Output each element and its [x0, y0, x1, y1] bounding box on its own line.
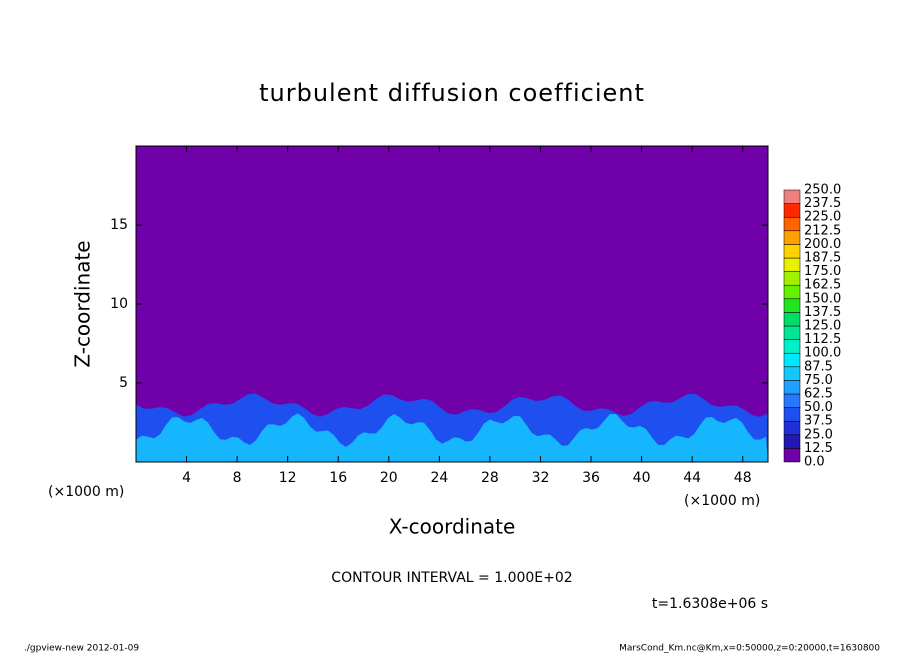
colorbar-label: 237.5	[804, 196, 841, 211]
colorbar-segment	[783, 407, 801, 422]
x-tick-label: 44	[683, 470, 701, 486]
colorbar-label: 225.0	[804, 210, 841, 225]
colorbar-label: 75.0	[804, 373, 833, 388]
colorbar-label: 125.0	[804, 319, 841, 334]
colorbar-label: 25.0	[804, 427, 833, 442]
x-tick-label: 20	[380, 470, 398, 486]
x-tick-label: 36	[582, 470, 600, 486]
colorbar-segment	[783, 325, 801, 340]
time-label: t=1.6308e+06 s	[652, 596, 768, 612]
colorbar-label: 100.0	[804, 346, 841, 361]
colorbar-label: 250.0	[804, 183, 841, 198]
x-tick-label: 16	[329, 470, 347, 486]
colorbar-segment	[783, 434, 801, 449]
x-axis-label: X-coordinate	[389, 515, 516, 539]
colorbar-segment	[783, 448, 801, 463]
colorbar-segment	[783, 352, 801, 368]
colorbar-label: 37.5	[804, 414, 833, 429]
chart-title: turbulent diffusion coefficient	[259, 79, 645, 107]
colorbar-segment	[783, 380, 801, 395]
colorbar-label: 112.5	[804, 332, 841, 347]
y-axis-label: Z-coordinate	[71, 240, 95, 367]
colorbar-segment	[783, 189, 801, 204]
colorbar-label: 12.5	[804, 441, 833, 456]
colorbar-segment	[783, 271, 801, 286]
footer-left: ./gpview-new 2012-01-09	[24, 644, 139, 654]
colorbar-segment	[783, 393, 801, 408]
colorbar-label: 137.5	[804, 305, 841, 320]
colorbar-segment	[783, 420, 801, 436]
colorbar-segment	[783, 203, 801, 218]
colorbar-label: 212.5	[804, 223, 841, 238]
colorbar-label: 62.5	[804, 387, 833, 402]
field-pattern	[136, 413, 768, 462]
x-tick-label: 32	[532, 470, 550, 486]
x-tick-label: 12	[279, 470, 297, 486]
x-tick-label: 40	[633, 470, 651, 486]
x-unit-label: (×1000 m)	[48, 484, 124, 500]
colorbar-segment	[783, 244, 801, 259]
y-tick-label: 15	[110, 217, 128, 233]
y-tick-label: 5	[119, 375, 128, 391]
colorbar-label: 87.5	[804, 359, 833, 374]
colorbar-segment	[783, 284, 801, 300]
colorbar-label: 187.5	[804, 251, 841, 266]
colorbar-segment	[783, 366, 801, 381]
x-tick-label: 48	[734, 470, 752, 486]
x-unit-label: (×1000 m)	[684, 493, 760, 509]
colorbar-label: 200.0	[804, 237, 841, 252]
y-tick-label: 10	[110, 296, 128, 312]
colorbar-label: 162.5	[804, 278, 841, 293]
colorbar-segment	[783, 216, 801, 232]
colorbar-label: 50.0	[804, 400, 833, 415]
colorbar-segment	[783, 298, 801, 313]
colorbar-label: 175.0	[804, 264, 841, 279]
contour-interval: CONTOUR INTERVAL = 1.000E+02	[331, 570, 572, 586]
x-tick-label: 24	[430, 470, 448, 486]
colorbar-segment	[783, 312, 801, 327]
colorbar-label: 150.0	[804, 291, 841, 306]
x-tick-label: 8	[233, 470, 242, 486]
plot-area	[135, 145, 769, 463]
colorbar-segment	[783, 257, 801, 272]
x-tick-label: 4	[182, 470, 191, 486]
colorbar-label: 0.0	[804, 455, 825, 470]
x-tick-label: 28	[481, 470, 499, 486]
colorbar-segment	[783, 339, 801, 354]
colorbar-segment	[783, 230, 801, 245]
footer-right: MarsCond_Km.nc@Km,x=0:50000,z=0:20000,t=…	[619, 644, 880, 654]
